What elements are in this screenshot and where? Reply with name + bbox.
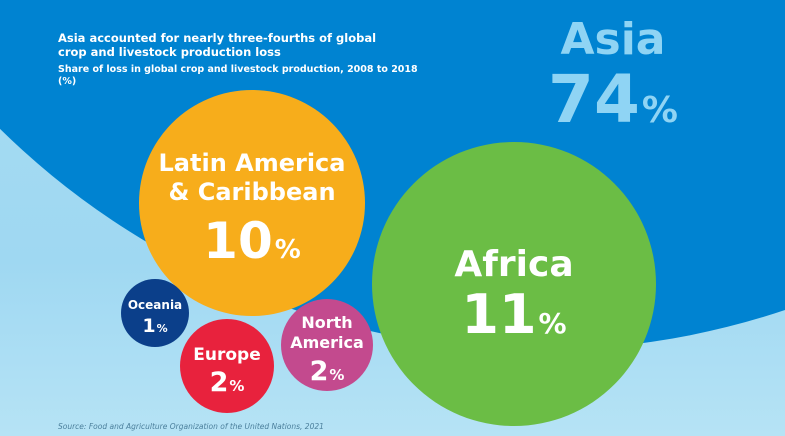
bubble-label-latin-value: 10%	[203, 212, 301, 270]
bubble-label-latin-line1: Latin America	[159, 149, 346, 177]
asia-value-unit: %	[642, 90, 678, 131]
na-value-number: 2	[310, 356, 329, 387]
europe-value-unit: %	[229, 377, 244, 395]
chart-subtitle: Share of loss in global crop and livesto…	[58, 64, 418, 87]
oceania-value-unit: %	[157, 322, 168, 335]
bubble-label-na-value: 2%	[310, 356, 345, 387]
bubble-north-america	[281, 299, 373, 391]
latin-value-unit: %	[275, 235, 301, 265]
africa-value-unit: %	[539, 307, 567, 340]
bubble-oceania	[121, 279, 189, 347]
latin-value-number: 10	[203, 212, 273, 270]
africa-value-number: 11	[461, 283, 536, 346]
bubble-label-africa-name: Africa	[454, 244, 573, 285]
bubble-africa	[372, 142, 656, 426]
bubble-label-oceania-value: 1%	[142, 315, 167, 337]
bubble-europe	[180, 319, 274, 413]
source-note: Source: Food and Agriculture Organizatio…	[58, 422, 324, 431]
bubble-label-europe-name: Europe	[193, 345, 260, 365]
asia-value-number: 74	[548, 61, 640, 138]
bubble-label-asia-value: 74%	[548, 61, 678, 138]
bubble-label-na-line2: America	[290, 333, 364, 352]
bubble-label-oceania-name: Oceania	[128, 298, 182, 312]
bubble-latin-america	[139, 90, 365, 316]
bubble-label-africa-value: 11%	[461, 283, 566, 346]
bubble-label-asia-name: Asia	[560, 14, 665, 65]
bubble-label-na-line1: North	[301, 313, 352, 332]
bubble-label-latin-line2: & Caribbean	[168, 178, 335, 206]
chart-title: Asia accounted for nearly three-fourths …	[58, 31, 377, 59]
oceania-value-number: 1	[142, 315, 155, 337]
europe-value-number: 2	[210, 367, 229, 398]
na-value-unit: %	[329, 366, 344, 384]
bubble-label-europe-value: 2%	[210, 367, 245, 398]
